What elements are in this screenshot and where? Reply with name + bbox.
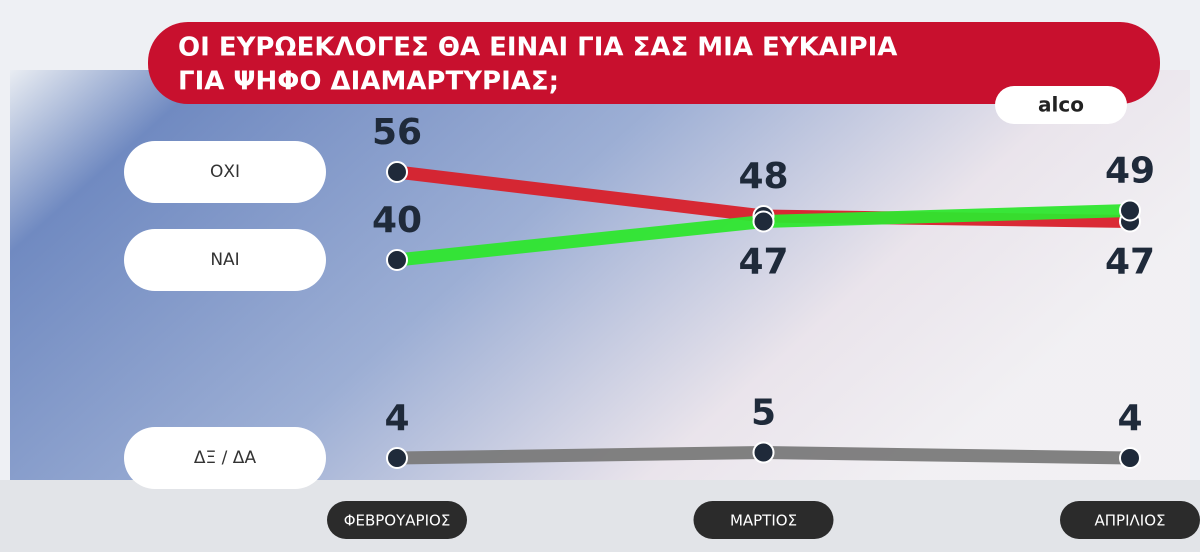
point [386,447,408,469]
legend-label: ΔΞ / ΔΑ [194,448,257,468]
category-pill [693,501,834,539]
data-label: 48 [738,156,788,197]
data-label: 5 [751,393,776,434]
data-label: 4 [384,398,409,439]
data-label: 4 [1117,398,1142,439]
title-line: ΓΙΑ ΨΗΦΟ ΔΙΑΜΑΡΤΥΡΙΑΣ; [178,67,559,97]
x-tick-label: ΑΠΡΙΛΙΟΣ [1095,512,1166,530]
legend-pill [124,141,326,203]
title-line: ΟΙ ΕΥΡΩΕΚΛΟΓΕΣ ΘΑ ΕΙΝΑΙ ΓΙΑ ΣΑΣ ΜΙΑ ΕΥΚΑ… [178,33,897,63]
title-banner [148,22,1160,104]
point [386,249,408,271]
source: alco [1038,93,1084,117]
legend-pill [124,427,326,489]
x-tick-label: ΜΑΡΤΙΟΣ [730,512,797,530]
data-label: 56 [372,112,422,153]
point [752,441,775,464]
legend-label: ΝΑΙ [210,250,239,270]
legend-label: ΟΧΙ [210,162,240,182]
point [752,210,775,233]
category-pill [1060,501,1200,539]
data-label: 47 [1105,242,1155,283]
legend-pill [124,229,326,291]
source-pill [995,86,1127,124]
data-label: 49 [1105,151,1155,192]
data-label: 47 [738,242,788,283]
point [1119,447,1141,469]
point [386,161,408,183]
point [1119,199,1141,222]
data-label: 40 [372,200,422,241]
floor [0,480,1200,552]
category-pill [327,501,467,539]
x-tick-label: ΦΕΒΡΟΥΑΡΙΟΣ [344,512,451,530]
